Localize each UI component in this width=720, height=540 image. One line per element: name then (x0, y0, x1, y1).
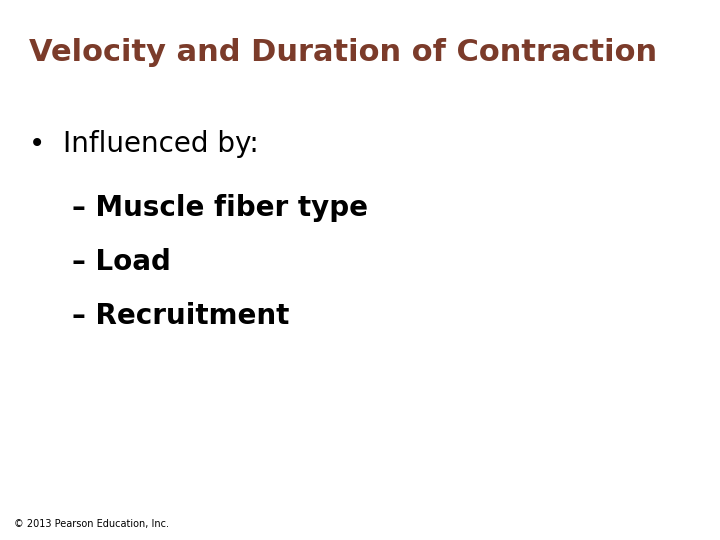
Text: – Recruitment: – Recruitment (72, 302, 289, 330)
Text: •  Influenced by:: • Influenced by: (29, 130, 258, 158)
Text: © 2013 Pearson Education, Inc.: © 2013 Pearson Education, Inc. (14, 519, 169, 529)
Text: – Load: – Load (72, 248, 171, 276)
Text: Velocity and Duration of Contraction: Velocity and Duration of Contraction (29, 38, 657, 67)
Text: – Muscle fiber type: – Muscle fiber type (72, 194, 368, 222)
